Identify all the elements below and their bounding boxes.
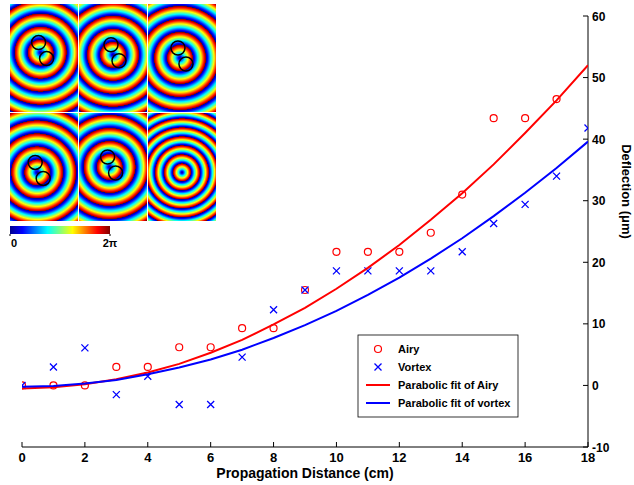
y-tick	[583, 447, 588, 448]
data-point	[113, 363, 120, 370]
x-tick	[588, 442, 589, 447]
vortex-marker	[104, 38, 118, 52]
data-point	[207, 344, 214, 351]
data-point	[522, 201, 529, 208]
x-tick-label: 16	[518, 450, 532, 465]
x-tick-label: 12	[392, 450, 406, 465]
x-axis-title: Propagation Distance (cm)	[216, 465, 393, 481]
data-point	[427, 267, 434, 274]
phase-panel	[10, 4, 78, 112]
y-tick	[583, 16, 588, 17]
data-point	[396, 267, 403, 274]
data-point	[144, 363, 151, 370]
data-point	[396, 248, 403, 255]
vortex-marker	[32, 36, 46, 50]
colorbar-label: 2π	[103, 237, 118, 249]
legend-label: Parabolic fit of vortex	[398, 397, 511, 409]
data-point	[239, 325, 246, 332]
x-tick-label: 6	[207, 450, 214, 465]
vortex-marker	[40, 52, 54, 66]
data-point	[176, 401, 183, 408]
x-axis	[22, 447, 588, 448]
vortex-marker	[101, 150, 115, 164]
x-tick	[525, 442, 526, 447]
data-point	[427, 229, 434, 236]
data-point	[207, 401, 214, 408]
y-axis-title: Deflection (μm)	[619, 144, 634, 239]
x-tick	[399, 442, 400, 447]
vortex-marker	[36, 171, 50, 185]
x-tick-label: 14	[455, 450, 470, 465]
data-point	[239, 354, 246, 361]
legend-label: Parabolic fit of Airy	[398, 379, 499, 391]
y-tick-label: 40	[592, 133, 606, 147]
data-point	[490, 220, 497, 227]
legend-label: Vortex	[398, 361, 432, 373]
x-tick-label: 4	[144, 450, 152, 465]
phase-panel	[148, 113, 216, 221]
data-point	[364, 248, 371, 255]
vortex-marker	[171, 41, 185, 55]
phase-panel	[79, 113, 147, 221]
x-tick	[22, 442, 23, 447]
y-tick-label: 30	[592, 194, 606, 208]
y-tick-label: 10	[592, 317, 606, 331]
phase-panel	[79, 4, 147, 112]
x-tick	[273, 442, 274, 447]
chart: 02π024681012141618-100102030405060Propag…	[0, 0, 634, 485]
legend-swatch	[375, 346, 382, 353]
data-point	[333, 248, 340, 255]
y-tick-label: 60	[592, 10, 606, 24]
legend-swatch	[366, 384, 390, 386]
data-point	[333, 267, 340, 274]
y-tick	[583, 323, 588, 324]
vortex-marker	[28, 155, 42, 169]
colorbar-tick	[10, 234, 11, 236]
data-point	[585, 125, 589, 132]
x-tick-label: 8	[270, 450, 277, 465]
colorbar-label: 0	[11, 237, 17, 249]
legend-label: Airy	[398, 343, 420, 355]
y-tick-label: 20	[592, 256, 606, 270]
x-tick-label: 2	[81, 450, 88, 465]
data-point	[490, 115, 497, 122]
phase-panel	[10, 113, 78, 221]
x-tick	[147, 442, 148, 447]
x-tick-label: 10	[329, 450, 343, 465]
data-point	[302, 286, 309, 293]
colorbar-tick	[110, 234, 111, 236]
y-tick-label: 0	[592, 379, 599, 393]
y-tick-label: 50	[592, 71, 606, 85]
legend-swatch	[366, 402, 390, 404]
y-tick	[583, 262, 588, 263]
data-point	[50, 363, 57, 370]
colorbar	[10, 226, 110, 234]
vortex-marker	[109, 166, 123, 180]
x-tick	[336, 442, 337, 447]
x-tick	[84, 442, 85, 447]
data-point	[270, 306, 277, 313]
y-tick	[583, 139, 588, 140]
vortex-marker	[179, 57, 193, 71]
phase-panel	[148, 4, 216, 112]
y-tick-label: -10	[592, 441, 610, 455]
y-tick	[583, 77, 588, 78]
data-point	[553, 173, 560, 180]
legend-swatch	[375, 364, 382, 371]
data-point	[81, 344, 88, 351]
data-point	[176, 344, 183, 351]
data-point	[459, 248, 466, 255]
data-point	[113, 391, 120, 398]
y-axis	[588, 16, 589, 447]
vortex-marker	[112, 54, 126, 68]
data-point	[522, 115, 529, 122]
x-tick	[462, 442, 463, 447]
legend-box	[358, 335, 518, 417]
x-tick	[210, 442, 211, 447]
data-point	[302, 286, 309, 293]
x-tick-label: 0	[18, 450, 25, 465]
y-tick	[583, 385, 588, 386]
y-tick	[583, 200, 588, 201]
